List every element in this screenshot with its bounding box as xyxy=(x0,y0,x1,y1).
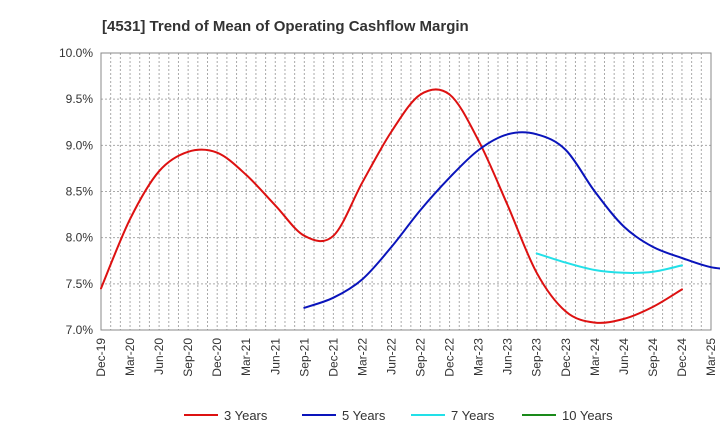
legend-label-3-years: 3 Years xyxy=(224,408,268,423)
y-tick-label: 10.0% xyxy=(59,46,93,60)
x-tick-label: Mar-24 xyxy=(588,338,602,376)
x-tick-label: Jun-22 xyxy=(384,338,398,375)
y-tick-label: 9.0% xyxy=(66,138,94,152)
x-tick-label: Sep-24 xyxy=(646,338,660,377)
x-tick-label: Jun-20 xyxy=(152,338,166,375)
series-line-5-years xyxy=(303,131,720,309)
x-tick-label: Dec-21 xyxy=(326,338,340,377)
series-layer xyxy=(100,88,720,324)
y-tick-label: 8.5% xyxy=(66,185,94,199)
x-tick-label: Dec-19 xyxy=(94,338,108,377)
y-tick-label: 8.0% xyxy=(66,231,94,245)
x-tick-label: Mar-25 xyxy=(704,338,718,376)
x-axis-ticks: Dec-19 Mar-20 Jun-20 Sep-20 Dec-20 Mar-21 Jun-… xyxy=(94,338,718,377)
x-tick-label: Mar-23 xyxy=(472,338,486,376)
x-tick-label: Jun-24 xyxy=(617,338,631,375)
grid-layer xyxy=(101,53,711,330)
x-tick-label: Jun-21 xyxy=(268,338,282,375)
y-tick-label: 7.5% xyxy=(66,277,94,291)
series-line-7-years xyxy=(535,252,683,274)
x-tick-label: Sep-22 xyxy=(414,338,428,377)
x-tick-label: Sep-23 xyxy=(530,338,544,377)
x-tick-label: Sep-20 xyxy=(181,338,195,377)
x-tick-label: Mar-21 xyxy=(239,338,253,376)
x-tick-label: Jun-23 xyxy=(501,338,515,375)
x-tick-label: Mar-20 xyxy=(123,338,137,376)
x-tick-label: Mar-22 xyxy=(355,338,369,376)
legend-label-5-years: 5 Years xyxy=(342,408,386,423)
y-axis-ticks: 7.0% 7.5% 8.0% 8.5% 9.0% 9.5% 10.0% xyxy=(59,46,93,337)
legend: 3 Years 5 Years 7 Years 10 Years xyxy=(184,408,613,423)
series-line-3-years xyxy=(100,88,683,324)
y-tick-label: 7.0% xyxy=(66,323,94,337)
x-tick-label: Dec-24 xyxy=(675,338,689,377)
legend-label-7-years: 7 Years xyxy=(451,408,495,423)
x-tick-label: Dec-20 xyxy=(210,338,224,377)
legend-label-10-years: 10 Years xyxy=(562,408,613,423)
plot-frame xyxy=(100,52,712,331)
chart-title: [4531] Trend of Mean of Operating Cashfl… xyxy=(102,18,469,35)
x-tick-label: Dec-22 xyxy=(443,338,457,377)
y-tick-label: 9.5% xyxy=(66,92,94,106)
x-tick-label: Sep-21 xyxy=(297,338,311,377)
x-tick-label: Dec-23 xyxy=(559,338,573,377)
